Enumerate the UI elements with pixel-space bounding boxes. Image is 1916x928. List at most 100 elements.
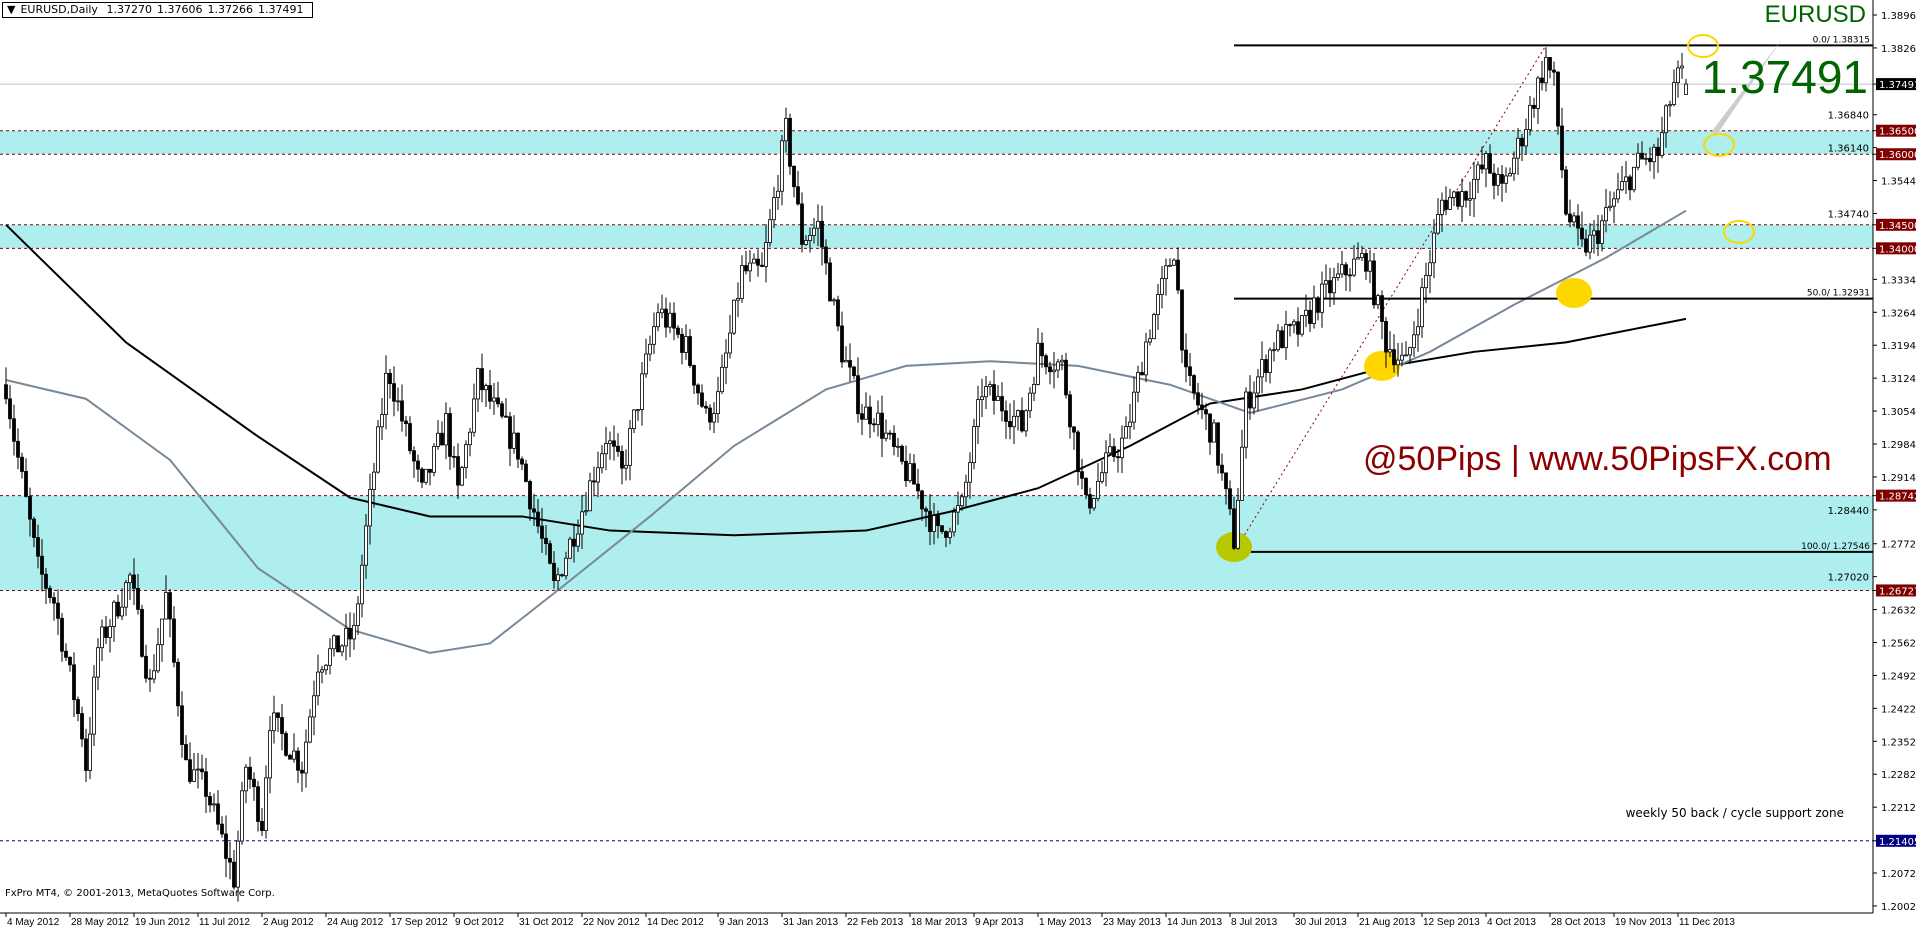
- candle: [1052, 351, 1056, 389]
- candle-body: [684, 336, 688, 353]
- price-axis[interactable]: 1.38960 1.38260 1.36840 1.36140 1.35440 1.347…: [1828, 11, 1916, 913]
- candle-body: [12, 418, 16, 442]
- candle: [1320, 271, 1324, 328]
- candle: [1348, 268, 1352, 292]
- candle-body: [1008, 421, 1012, 428]
- candle: [112, 600, 116, 642]
- candle-body: [364, 525, 368, 566]
- candle: [684, 324, 688, 360]
- y-tick-label: 1.34740: [1828, 210, 1869, 221]
- candle: [1028, 387, 1032, 419]
- candle: [1428, 249, 1432, 294]
- candle-body: [484, 385, 488, 391]
- candle-body: [416, 460, 420, 470]
- candle-body: [808, 235, 812, 241]
- y-tick-label: 1.31940: [1881, 341, 1916, 352]
- candle-body: [296, 750, 300, 771]
- candle-body: [504, 415, 508, 418]
- candle: [1468, 181, 1472, 216]
- candle-body: [44, 573, 48, 589]
- candle: [1644, 153, 1648, 166]
- candle-body: [1232, 508, 1236, 549]
- candle-body: [1616, 189, 1620, 200]
- y-tick-label: 1.27720: [1881, 540, 1916, 551]
- candle: [360, 554, 364, 618]
- candle-body: [468, 431, 472, 445]
- candle-body: [1004, 410, 1008, 422]
- candle-body: [812, 227, 816, 236]
- candle-body: [996, 396, 1000, 401]
- candle-body: [480, 368, 484, 391]
- fibonacci-retracement[interactable]: 0.0/ 1.38315 50.0/ 1.32931 100.0/ 1.27546: [1233, 35, 1873, 553]
- candle: [940, 525, 944, 534]
- time-axis[interactable]: 4 May 2012 28 May 2012 19 Jun 2012 11 Jul 2…: [5, 913, 1735, 928]
- candle-body: [1028, 392, 1032, 412]
- candle-body: [540, 525, 544, 539]
- candle-body: [32, 518, 36, 538]
- candle: [1024, 409, 1028, 437]
- candle: [1256, 369, 1260, 412]
- candle-body: [1608, 205, 1612, 209]
- candle-body: [1684, 83, 1688, 95]
- candle-body: [868, 406, 872, 425]
- candle-body: [444, 413, 448, 446]
- candle: [476, 367, 480, 412]
- x-tick-label: 19 Jun 2012: [135, 917, 190, 928]
- candle: [104, 615, 108, 645]
- fast-moving-average-line: [5, 209, 1687, 654]
- candle: [1004, 400, 1008, 439]
- candles: [4, 47, 1688, 902]
- candle-body: [744, 265, 748, 272]
- candle-body: [1472, 178, 1476, 200]
- candle: [372, 462, 376, 508]
- candle-body: [1596, 230, 1600, 244]
- candle-body: [1548, 57, 1552, 71]
- candle-body: [1412, 334, 1416, 349]
- candle-body: [48, 587, 52, 599]
- y-tick-label: 1.29140: [1881, 473, 1916, 484]
- candle: [1440, 192, 1444, 233]
- fib-trendline[interactable]: [1233, 45, 1547, 553]
- support-zone-note: weekly 50 back / cycle support zone: [1625, 806, 1844, 820]
- candle-body: [880, 412, 884, 439]
- candle: [344, 613, 348, 661]
- candle-body: [1204, 409, 1208, 415]
- candle-body: [1632, 166, 1636, 191]
- candle: [180, 691, 184, 758]
- candle: [292, 733, 296, 763]
- candle: [1288, 323, 1292, 337]
- candle-body: [340, 645, 344, 653]
- candle: [652, 312, 656, 355]
- y-tick-label: 1.27020: [1828, 573, 1869, 584]
- candle: [716, 376, 720, 423]
- candle-body: [1236, 499, 1240, 549]
- candle: [520, 456, 524, 471]
- candle: [564, 551, 568, 580]
- triangle-down-icon[interactable]: ▼: [7, 3, 16, 16]
- candle-body: [956, 505, 960, 513]
- candle: [1388, 331, 1392, 358]
- candle-body: [928, 510, 932, 532]
- candle: [1096, 463, 1100, 502]
- candle: [1104, 440, 1108, 487]
- candle: [1640, 141, 1644, 160]
- candle-body: [944, 531, 948, 538]
- candle: [1560, 107, 1564, 179]
- y-tick-label: 1.32640: [1881, 308, 1916, 319]
- candle: [1076, 430, 1080, 486]
- candle: [1412, 321, 1416, 357]
- candle: [328, 638, 332, 675]
- candle-body: [908, 463, 912, 482]
- candle: [840, 311, 844, 368]
- candle: [1612, 191, 1616, 224]
- candle-body: [952, 511, 956, 533]
- candle: [1400, 342, 1404, 367]
- candle: [996, 385, 1000, 401]
- candle: [536, 498, 540, 534]
- candle-body: [1476, 164, 1480, 180]
- candle-body: [1584, 238, 1588, 253]
- candle: [824, 239, 828, 275]
- candle-body: [1312, 297, 1316, 324]
- candle: [1040, 332, 1044, 368]
